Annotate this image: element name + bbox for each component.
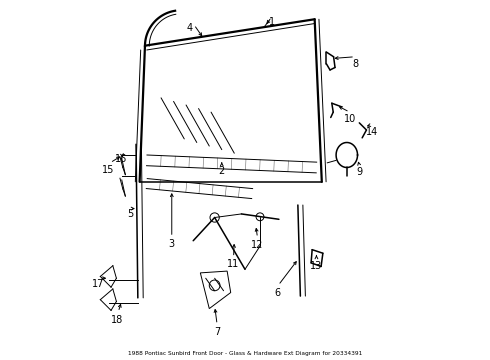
Text: 2: 2 xyxy=(219,166,225,176)
Text: 1: 1 xyxy=(269,18,275,27)
Text: 14: 14 xyxy=(366,127,378,137)
Text: 1988 Pontiac Sunbird Front Door - Glass & Hardware Ext Diagram for 20334391: 1988 Pontiac Sunbird Front Door - Glass … xyxy=(128,351,362,356)
Text: 7: 7 xyxy=(214,327,220,337)
Text: 9: 9 xyxy=(356,167,363,177)
Text: 17: 17 xyxy=(92,279,104,289)
Text: 12: 12 xyxy=(251,240,264,249)
Text: 5: 5 xyxy=(127,209,133,219)
Text: 18: 18 xyxy=(111,315,123,325)
Text: 13: 13 xyxy=(310,261,322,271)
Text: 10: 10 xyxy=(343,114,356,124)
Text: 8: 8 xyxy=(352,59,358,68)
Text: 11: 11 xyxy=(227,259,240,269)
Text: 15: 15 xyxy=(102,165,115,175)
Text: 3: 3 xyxy=(169,239,175,249)
Text: 16: 16 xyxy=(115,154,127,164)
Text: 4: 4 xyxy=(187,23,193,33)
Text: 6: 6 xyxy=(274,288,280,298)
